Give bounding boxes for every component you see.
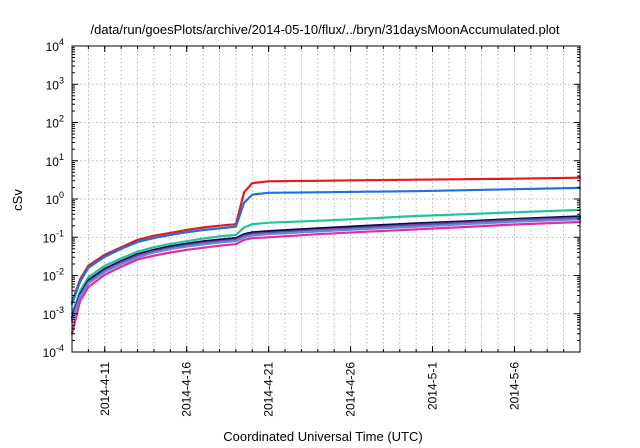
series-line-2	[70, 186, 582, 306]
grid	[72, 46, 580, 352]
y-tick-label: 100	[46, 190, 64, 207]
y-tick-mantissa: 10	[43, 308, 57, 322]
y-tick-exponent: -2	[56, 267, 64, 277]
y-tick-mantissa: 10	[46, 78, 60, 92]
y-tick-exponent: 3	[59, 75, 64, 85]
y-tick-label: 10-3	[43, 305, 64, 322]
x-tick-label: 2014-4-16	[180, 362, 194, 417]
series-layer	[70, 176, 582, 335]
y-tick-exponent: -3	[56, 305, 64, 315]
plot-frame	[71, 45, 581, 353]
y-tick-mantissa: 10	[43, 231, 57, 245]
y-tick-exponent: -1	[56, 228, 64, 238]
y-tick-exponent: -4	[56, 343, 64, 353]
series-line-1	[70, 176, 582, 304]
series-line-5	[70, 216, 582, 321]
x-tick-label: 2014-4-11	[98, 362, 112, 416]
chart-title: /data/run/goesPlots/archive/2014-05-10/f…	[91, 22, 560, 37]
y-tick-mantissa: 10	[46, 193, 60, 207]
y-tick-label: 10-1	[43, 228, 64, 245]
x-tick-label: 2014-4-26	[344, 362, 358, 417]
x-axis-label: Coordinated Universal Time (UTC)	[223, 429, 422, 444]
series-line-4	[70, 215, 582, 319]
y-axis-label: cSv	[10, 189, 25, 211]
y-tick-label: 104	[46, 37, 64, 54]
y-tick-label: 103	[46, 75, 64, 92]
axes: 10-410-310-210-11001011021031042014-4-11…	[43, 37, 580, 417]
y-tick-label: 101	[46, 152, 64, 169]
y-tick-label: 102	[46, 114, 64, 131]
series-line-7	[70, 220, 582, 335]
series-line-3	[70, 208, 582, 315]
y-tick-exponent: 1	[59, 152, 64, 162]
x-tick-label: 2014-5-6	[507, 362, 521, 410]
series-line-6	[70, 218, 582, 322]
y-tick-exponent: 4	[59, 37, 64, 47]
y-tick-exponent: 0	[59, 190, 64, 200]
x-tick-label: 2014-4-21	[262, 362, 276, 417]
y-tick-exponent: 2	[59, 114, 64, 124]
y-tick-label: 10-2	[43, 267, 64, 284]
y-tick-mantissa: 10	[46, 155, 60, 169]
x-tick-label: 2014-5-1	[426, 362, 440, 410]
y-tick-mantissa: 10	[43, 346, 57, 360]
y-tick-mantissa: 10	[43, 270, 57, 284]
y-tick-mantissa: 10	[46, 40, 60, 54]
y-tick-mantissa: 10	[46, 117, 60, 131]
y-tick-label: 10-4	[43, 343, 64, 360]
